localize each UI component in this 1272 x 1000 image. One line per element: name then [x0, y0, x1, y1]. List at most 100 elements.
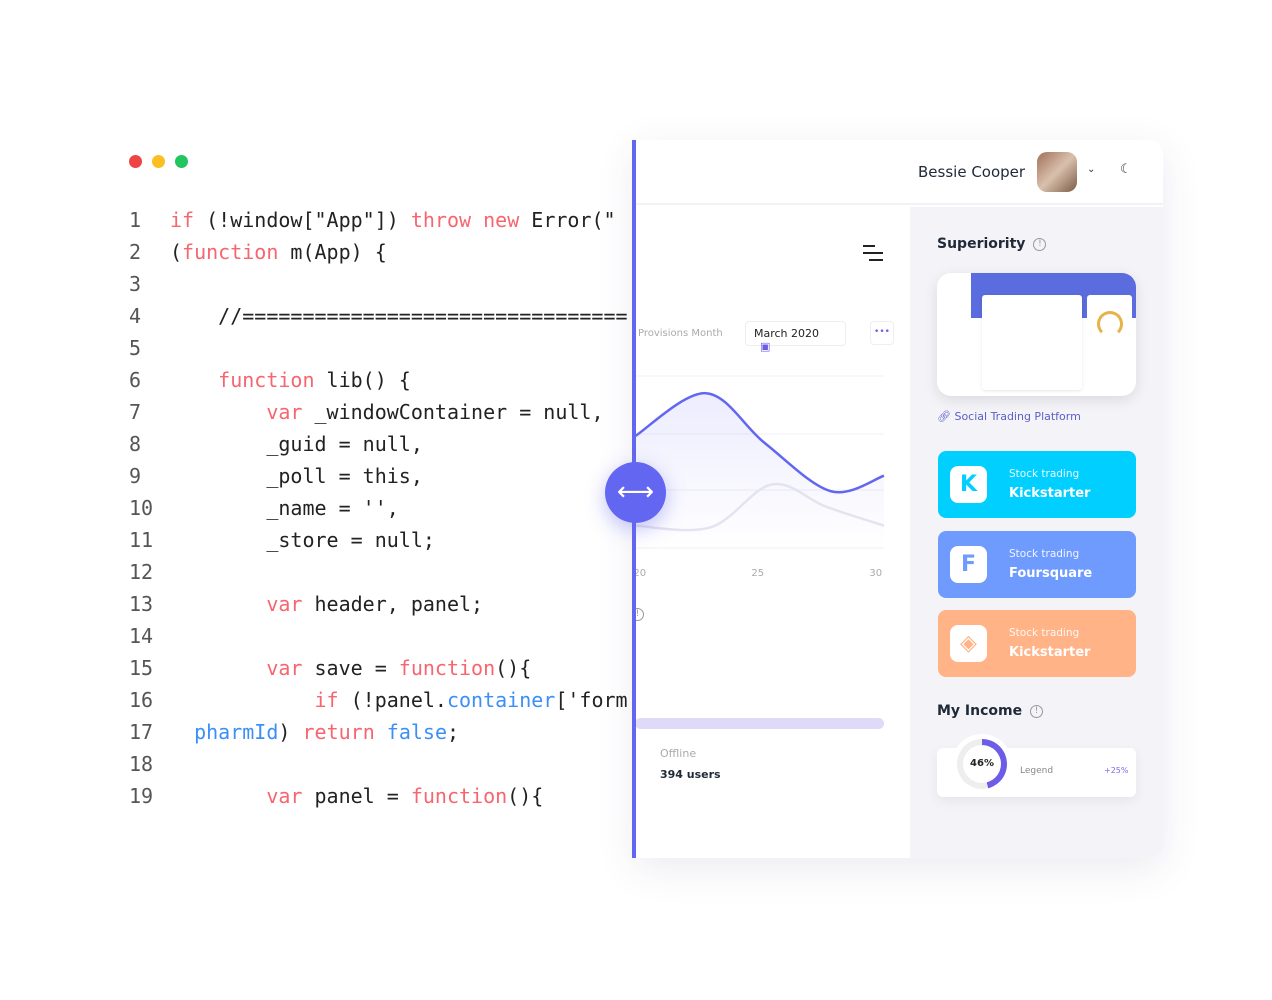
x-tick-label: 25 [751, 568, 764, 579]
code-token: _poll = this, [170, 464, 423, 488]
close-dot[interactable] [129, 155, 142, 168]
line-number: 17 [129, 720, 154, 744]
code-token: function [218, 368, 315, 392]
line-number: 7 [129, 400, 142, 424]
avatar[interactable] [1037, 152, 1077, 192]
tile-name: Kickstarter [1009, 486, 1091, 501]
code-token: container [446, 688, 556, 712]
code-line: 10 _name = '',​ [129, 492, 629, 524]
progress-bar [635, 718, 884, 729]
info-icon[interactable]: ! [1033, 237, 1047, 251]
code-line: 12​ [129, 556, 629, 588]
code-token: ( [170, 240, 183, 264]
link-icon: 🔗︎ [937, 410, 951, 423]
series-line [635, 482, 885, 532]
stock-tile[interactable]: F Stock trading Foursquare [938, 530, 1136, 598]
x-tick-label: 30 [869, 568, 882, 579]
code-line: 4 //================================​ [129, 300, 629, 332]
link-text: Social Trading Platform [954, 410, 1081, 423]
code-token: _store = null; [170, 528, 435, 552]
code-token: (!panel. [338, 688, 447, 712]
line-chart: 20 25 30 [635, 375, 885, 579]
offline-label: Offline [660, 747, 697, 760]
superiority-title: Superiority [937, 236, 1026, 252]
code-token [170, 656, 266, 680]
line-number: 15 [129, 656, 154, 680]
code-token: ; [447, 720, 460, 744]
code-token: _guid = null, [170, 432, 423, 456]
code-token: new [483, 208, 520, 232]
code-line: 15 var save = function(){​ [129, 652, 629, 684]
income-legend: Legend [1020, 766, 1054, 776]
code-token [170, 688, 315, 712]
code-line: 6 function lib() {​ [129, 364, 629, 396]
code-token: var [266, 400, 303, 424]
line-number: 5 [129, 336, 142, 360]
line-number: 9 [129, 464, 142, 488]
code-token: if [314, 688, 339, 712]
code-line: 1if (!window["App"]) throw new Error("​ [129, 204, 629, 236]
stock-tile[interactable]: ◈ Stock trading Kickstarter [938, 610, 1136, 677]
more-button[interactable]: ••• [870, 321, 894, 345]
platform-preview-image[interactable] [937, 273, 1136, 396]
code-line: 5​ [129, 332, 629, 364]
code-line: 3​ [129, 268, 629, 300]
code-line: 14​ [129, 620, 629, 652]
line-number: 3 [129, 272, 142, 296]
code-token: (){ [495, 656, 532, 680]
arrows-horizontal-icon[interactable]: ⟷ [605, 462, 666, 523]
code-token: ['form [555, 688, 628, 712]
code-token: throw [410, 208, 472, 232]
code-token: if [170, 208, 195, 232]
code-token: pharmId [194, 720, 279, 744]
code-token: (){ [507, 784, 544, 808]
sidebar: Superiority! 🔗︎ Social Trading Platform … [910, 207, 1163, 858]
date-value: March 2020 [754, 327, 820, 340]
series-line [635, 391, 885, 494]
line-number: 14 [129, 624, 154, 648]
calendar-icon: ▣ [760, 340, 771, 353]
income-donut: 46% [957, 739, 1007, 789]
code-token [471, 208, 483, 232]
code-line: 18​ [129, 748, 629, 780]
code-line: 2(function m(App) {​ [129, 236, 629, 268]
social-trading-link[interactable]: 🔗︎ Social Trading Platform [937, 410, 1081, 423]
code-token: m(App) { [278, 240, 387, 264]
income-card[interactable]: 46% Legend +25% [937, 739, 1136, 797]
provisions-label: Provisions Month [638, 328, 723, 339]
line-number: 16 [129, 688, 154, 712]
code-token: var [266, 656, 303, 680]
line-number: 10 [129, 496, 154, 520]
info-icon[interactable]: ! [635, 608, 644, 621]
info-icon[interactable]: ! [1030, 704, 1044, 718]
minimize-dot[interactable] [152, 155, 165, 168]
line-number: 1 [129, 208, 142, 232]
date-picker[interactable]: March 2020 ▣ [745, 321, 846, 353]
kickstarter-icon: K [950, 466, 987, 503]
code-token: Error(" [519, 208, 616, 232]
stock-tile[interactable]: K Stock trading Kickstarter [938, 451, 1136, 518]
code-token: false [386, 720, 447, 744]
dashboard-card: Bessie Cooper ⌄ ☾ Provisions Month March… [635, 140, 1163, 858]
header: Bessie Cooper ⌄ ☾ [635, 140, 1163, 205]
code-token: panel = [302, 784, 411, 808]
moon-icon[interactable]: ☾ [1120, 162, 1132, 177]
maximize-dot[interactable] [175, 155, 188, 168]
menu-icon[interactable] [863, 245, 883, 261]
code-token: var [266, 592, 303, 616]
tile-name: Kickstarter [1009, 645, 1091, 660]
tile-subtitle: Stock trading [1009, 468, 1080, 480]
income-change: +25% [1104, 766, 1129, 775]
code-token: save = [302, 656, 399, 680]
code-token: function [398, 656, 496, 680]
income-heading: My Income! [937, 703, 1044, 719]
code-token: ) [278, 720, 303, 744]
line-number: 2 [129, 240, 142, 264]
offline-value: 394 users [660, 768, 721, 781]
code-line: 7 var _windowContainer = null,​ [129, 396, 629, 428]
code-token [170, 592, 266, 616]
line-number: 19 [129, 784, 154, 808]
chevron-down-icon[interactable]: ⌄ [1087, 164, 1096, 175]
line-number: 4 [129, 304, 142, 328]
code-line: 16 if (!panel.container['form​ [129, 684, 629, 716]
